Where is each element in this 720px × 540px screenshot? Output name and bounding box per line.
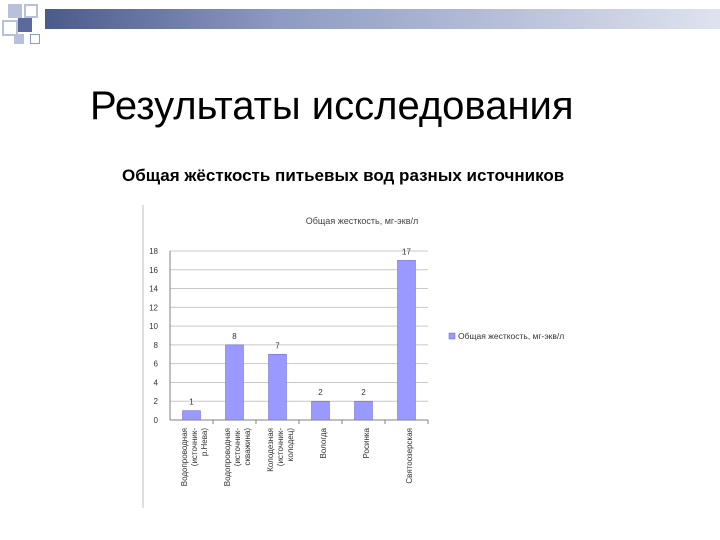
- legend-label: Общая жесткость, мг-экв/л: [458, 331, 564, 341]
- x-category-label-line: Водопроводная: [223, 428, 232, 486]
- data-label: 17: [402, 247, 411, 256]
- legend: Общая жесткость, мг-экв/л: [448, 331, 564, 341]
- x-category-label: Колодезная (источник-колодец): [266, 428, 295, 472]
- bar: [182, 410, 201, 421]
- x-category-label-line: колодец): [286, 428, 295, 462]
- y-tick-label: 2: [154, 397, 159, 406]
- bar: [397, 260, 416, 421]
- x-category-label-line: (источник-: [276, 428, 285, 467]
- header-band: [45, 9, 720, 29]
- label-layer: 1 8 7 2 2 17: [189, 247, 411, 406]
- x-category-label-line: Колодезная: [266, 428, 275, 472]
- x-category-label-line: скважина): [243, 428, 252, 466]
- y-tick-label: 6: [154, 360, 159, 369]
- data-label: 1: [189, 398, 194, 407]
- bar: [311, 400, 330, 421]
- x-category-label: Вологда: [319, 427, 328, 458]
- bar-layer: [182, 260, 416, 421]
- data-label: 2: [318, 388, 323, 397]
- y-tick-label: 8: [154, 341, 159, 350]
- x-category-label-line: Водопроводная: [180, 428, 189, 486]
- data-label: 7: [275, 341, 280, 350]
- legend-swatch: [448, 332, 456, 340]
- x-category-label-line: Вологда: [319, 427, 328, 458]
- data-label: 8: [232, 332, 237, 341]
- slide-title: Результаты исследования: [90, 84, 574, 128]
- slide-subtitle: Общая жёсткость питьевых вод разных исто…: [122, 166, 565, 185]
- deco-square: [8, 4, 22, 18]
- x-category-label: Росинка: [362, 427, 371, 458]
- y-tick-label: 12: [149, 303, 158, 312]
- x-category-label: Водопроводная (источник-р.Нева): [180, 428, 209, 487]
- grid-layer: [170, 250, 428, 402]
- x-category-label: Водопроводная (источник-скважина): [223, 428, 252, 487]
- bar: [225, 344, 244, 421]
- y-tick-label: 16: [149, 266, 158, 275]
- deco-square: [18, 18, 32, 32]
- y-tick-label: 0: [154, 416, 159, 425]
- x-category-label-line: (источник-: [233, 428, 242, 467]
- y-tick-label: 4: [154, 378, 159, 387]
- x-category-label-line: (источник-: [190, 428, 199, 467]
- bar: [354, 400, 373, 421]
- x-category-label: Святоозерская: [405, 428, 414, 484]
- x-category-label-line: Святоозерская: [405, 428, 414, 484]
- deco-square: [14, 34, 24, 44]
- header-band-divider: [45, 29, 720, 32]
- deco-square: [24, 4, 38, 18]
- deco-square: [2, 20, 18, 36]
- x-category-label-line: Росинка: [362, 427, 371, 458]
- y-tick-label: 18: [149, 247, 158, 256]
- y-tick-label: 10: [149, 322, 158, 331]
- x-category-label-line: р.Нева): [200, 428, 209, 457]
- y-tick-label: 14: [149, 285, 158, 294]
- data-label: 2: [361, 388, 366, 397]
- chart-title: Общая жесткость, мг-экв/л: [306, 216, 418, 226]
- deco-square: [30, 34, 40, 44]
- bar: [268, 354, 287, 421]
